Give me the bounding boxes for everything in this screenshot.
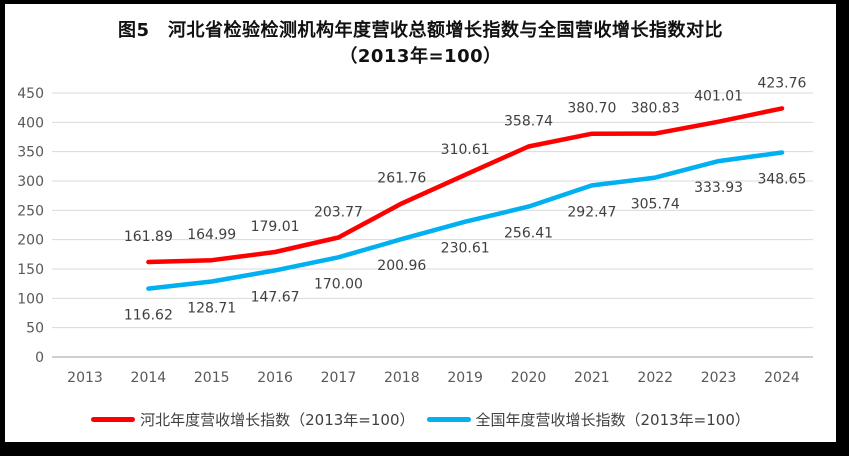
y-axis-tick-label: 350 <box>17 145 44 161</box>
data-label: 147.67 <box>251 289 300 305</box>
x-axis-tick-label: 2017 <box>321 370 357 386</box>
x-axis-tick-label: 2019 <box>447 370 483 386</box>
y-axis-tick-label: 0 <box>35 350 44 366</box>
y-axis-tick-label: 150 <box>17 262 44 278</box>
data-label: 380.83 <box>631 101 680 117</box>
chart-legend: 河北年度营收增长指数（2013年=100） 全国年度营收增长指数（2013年=1… <box>5 405 836 433</box>
x-axis-tick-label: 2013 <box>67 370 103 386</box>
data-label: 261.76 <box>377 170 426 186</box>
y-axis-tick-label: 200 <box>17 233 44 249</box>
x-axis-tick-label: 2021 <box>574 370 610 386</box>
data-label: 333.93 <box>694 180 743 196</box>
data-label: 401.01 <box>694 89 743 105</box>
legend-line-swatch-hebei <box>91 416 136 422</box>
y-axis-tick-label: 100 <box>17 291 44 307</box>
data-label: 230.61 <box>441 241 490 257</box>
y-axis-tick-label: 50 <box>26 321 44 337</box>
chart-title: 图5 河北省检验检测机构年度营收总额增长指数与全国营收增长指数对比 （2013年… <box>5 18 836 70</box>
data-label: 128.71 <box>187 300 236 316</box>
y-axis-tick-label: 300 <box>17 174 44 190</box>
data-label: 116.62 <box>124 308 173 324</box>
data-label: 170.00 <box>314 276 363 292</box>
y-axis-tick-label: 450 <box>17 86 44 102</box>
x-axis-tick-label: 2020 <box>511 370 547 386</box>
x-axis-tick-label: 2015 <box>194 370 230 386</box>
chart-title-line2: （2013年=100） <box>339 46 502 67</box>
data-label: 310.61 <box>441 142 490 158</box>
data-label: 348.65 <box>757 171 806 187</box>
data-label: 292.47 <box>567 204 616 220</box>
data-label: 423.76 <box>757 75 806 91</box>
data-label: 256.41 <box>504 226 553 242</box>
series-line-hebei[interactable] <box>146 106 785 265</box>
chart-title-line1: 图5 河北省检验检测机构年度营收总额增长指数与全国营收增长指数对比 <box>117 20 724 41</box>
data-label: 358.74 <box>504 114 553 130</box>
legend-label-hebei: 河北年度营收增长指数（2013年=100） <box>140 410 415 429</box>
data-label: 161.89 <box>124 229 173 245</box>
legend-label-national: 全国年度营收增长指数（2013年=100） <box>475 410 750 429</box>
legend-line-swatch-national <box>426 416 471 422</box>
x-axis-tick-label: 2018 <box>384 370 420 386</box>
data-label: 380.70 <box>567 101 616 117</box>
x-axis-tick-label: 2016 <box>257 370 293 386</box>
y-axis-tick-label: 250 <box>17 203 44 219</box>
y-axis-tick-label: 400 <box>17 115 44 131</box>
x-axis-tick-label: 2014 <box>131 370 167 386</box>
legend-item-national[interactable]: 全国年度营收增长指数（2013年=100） <box>426 409 750 430</box>
legend-item-hebei[interactable]: 河北年度营收增长指数（2013年=100） <box>91 409 415 430</box>
x-axis-tick-label: 2024 <box>764 370 800 386</box>
series-line-national[interactable] <box>146 150 785 291</box>
data-label: 200.96 <box>377 258 426 274</box>
x-axis-tick-label: 2023 <box>701 370 737 386</box>
x-axis-tick-label: 2022 <box>637 370 673 386</box>
data-label: 203.77 <box>314 204 363 220</box>
data-label: 179.01 <box>251 219 300 235</box>
data-label: 305.74 <box>631 197 680 213</box>
data-label: 164.99 <box>187 227 236 243</box>
